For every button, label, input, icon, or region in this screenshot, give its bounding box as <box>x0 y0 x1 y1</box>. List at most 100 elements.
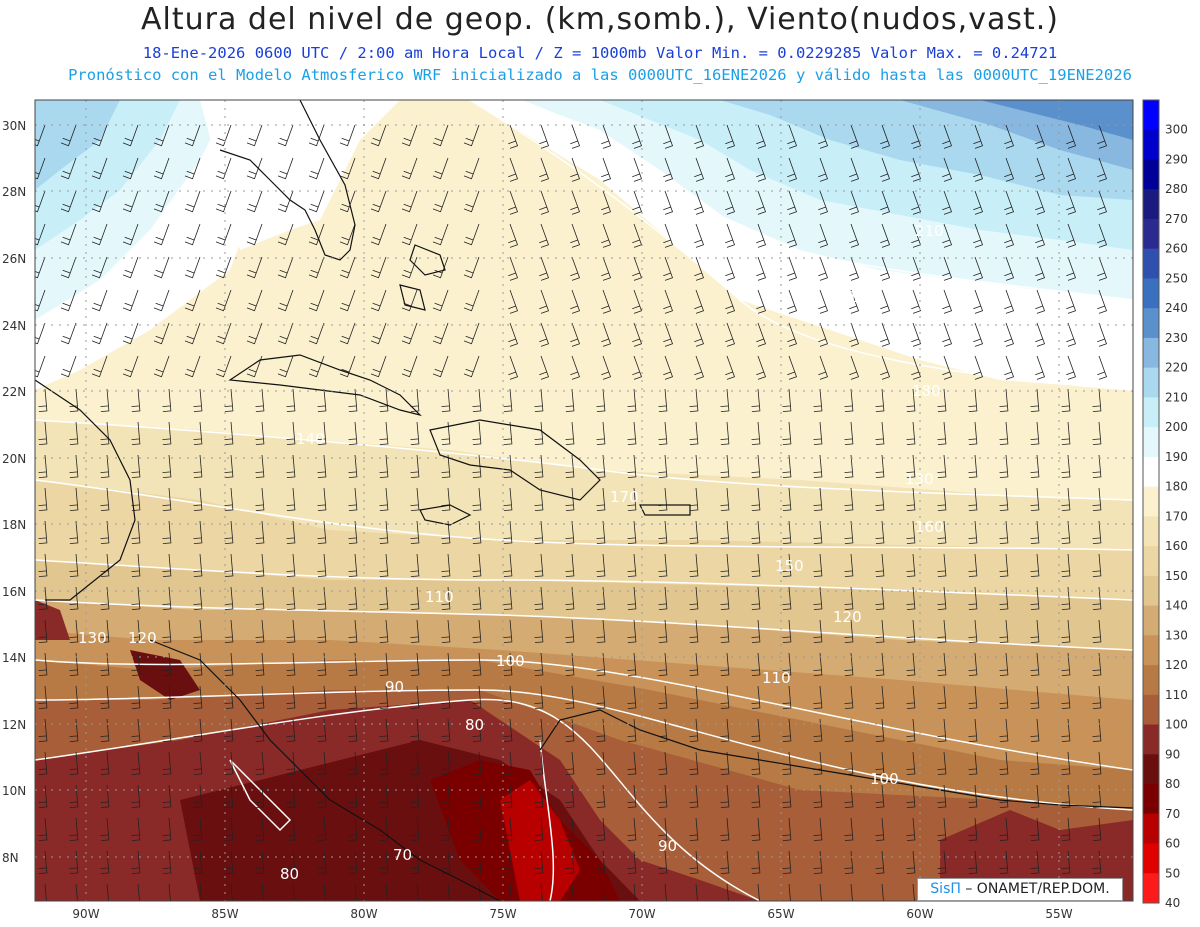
wind-barb <box>1035 289 1046 314</box>
wind-barb <box>663 157 674 182</box>
wind-barb <box>153 190 170 213</box>
colorbar-label: 140 <box>1165 599 1188 613</box>
wind-barb <box>751 685 761 709</box>
wind-barb <box>999 487 1009 511</box>
wind-barb <box>503 487 513 511</box>
wind-barb <box>844 784 854 808</box>
wind-barb <box>751 817 761 841</box>
wind-barb <box>463 322 480 345</box>
wind-barb <box>813 388 823 412</box>
wind-barb <box>410 421 420 445</box>
wind-barb <box>782 586 792 610</box>
wind-barb <box>596 388 606 412</box>
wind-barb <box>193 718 203 742</box>
wind-barb <box>942 157 953 182</box>
wind-barb <box>725 256 736 281</box>
wind-barb <box>818 256 829 281</box>
wind-barb <box>410 685 420 709</box>
wind-barb <box>370 157 387 180</box>
wind-barb <box>193 454 203 478</box>
wind-barb <box>694 190 705 215</box>
wind-barb <box>255 784 265 808</box>
wind-barb <box>224 487 234 511</box>
wind-barb <box>973 223 984 248</box>
colorbar-swatch <box>1143 278 1159 309</box>
wind-barb <box>689 454 699 478</box>
colorbar-swatch <box>1143 784 1159 815</box>
wind-barb <box>849 124 860 149</box>
wind-barb <box>999 817 1009 841</box>
wind-barb <box>875 751 885 775</box>
wind-barb <box>720 784 730 808</box>
colorbar-swatch <box>1143 813 1159 845</box>
colorbar-label: 230 <box>1165 331 1188 345</box>
lat-label: 24N <box>2 319 26 333</box>
wind-barb <box>286 586 296 610</box>
wind-barb <box>880 355 891 380</box>
wind-barb <box>1092 652 1102 676</box>
wind-barb <box>410 652 420 676</box>
wind-barb <box>570 256 581 281</box>
wind-barb <box>308 223 325 246</box>
wind-barb <box>689 619 699 643</box>
wind-barb <box>782 421 792 445</box>
wind-barb <box>503 586 513 610</box>
wind-barb <box>153 124 170 147</box>
wind-barb <box>720 751 730 775</box>
wind-barb <box>255 751 265 775</box>
wind-barb <box>689 718 699 742</box>
wind-barb <box>286 553 296 577</box>
wind-barb <box>694 256 705 281</box>
wind-barb <box>691 883 698 901</box>
wind-barb <box>379 652 389 676</box>
wind-barb <box>38 619 48 643</box>
lat-label: 18N <box>2 518 26 532</box>
wind-barb <box>875 652 885 676</box>
wind-barb <box>596 784 606 808</box>
wind-barb <box>246 190 263 213</box>
wind-barb <box>348 817 358 841</box>
wind-barb <box>751 850 761 874</box>
wind-barb <box>658 520 668 544</box>
wind-barb <box>596 751 606 775</box>
wind-barb <box>91 223 108 246</box>
wind-barb <box>432 355 449 378</box>
wind-barb <box>1092 487 1102 511</box>
wind-barb <box>38 454 48 478</box>
coastlines <box>35 100 1133 901</box>
wind-barb <box>1061 454 1071 478</box>
wind-barb <box>317 388 327 412</box>
wind-barb <box>339 190 356 213</box>
wind-barb <box>162 553 172 577</box>
wind-barb <box>565 520 575 544</box>
wind-barb <box>463 256 480 279</box>
colorbar-label: 210 <box>1165 390 1188 404</box>
wind-barb <box>1035 322 1046 347</box>
wind-barb <box>370 256 387 279</box>
wind-barb <box>999 718 1009 742</box>
wind-barb <box>100 850 110 874</box>
wind-barb <box>184 256 201 279</box>
contour-label: 120 <box>128 629 157 647</box>
wind-barb <box>246 322 263 345</box>
wind-barb <box>539 322 550 347</box>
colorbar-label: 280 <box>1165 182 1188 196</box>
wind-barb <box>601 322 612 347</box>
wind-barb <box>339 355 356 378</box>
wind-barb <box>968 487 978 511</box>
wind-barb <box>255 520 265 544</box>
wind-barb <box>379 388 389 412</box>
wind-barb <box>224 850 234 874</box>
wind-barb <box>508 223 519 248</box>
wind-barb <box>38 520 48 544</box>
wind-barb <box>308 256 325 279</box>
wind-barb <box>596 586 606 610</box>
wind-barb <box>751 553 761 577</box>
wind-barb <box>286 388 296 412</box>
wind-barb <box>432 157 449 180</box>
wind-barb <box>694 289 705 314</box>
wind-barb <box>725 289 736 314</box>
colorbar-swatch <box>1143 397 1159 428</box>
wind-barb <box>1092 619 1102 643</box>
wind-barb <box>1030 454 1040 478</box>
